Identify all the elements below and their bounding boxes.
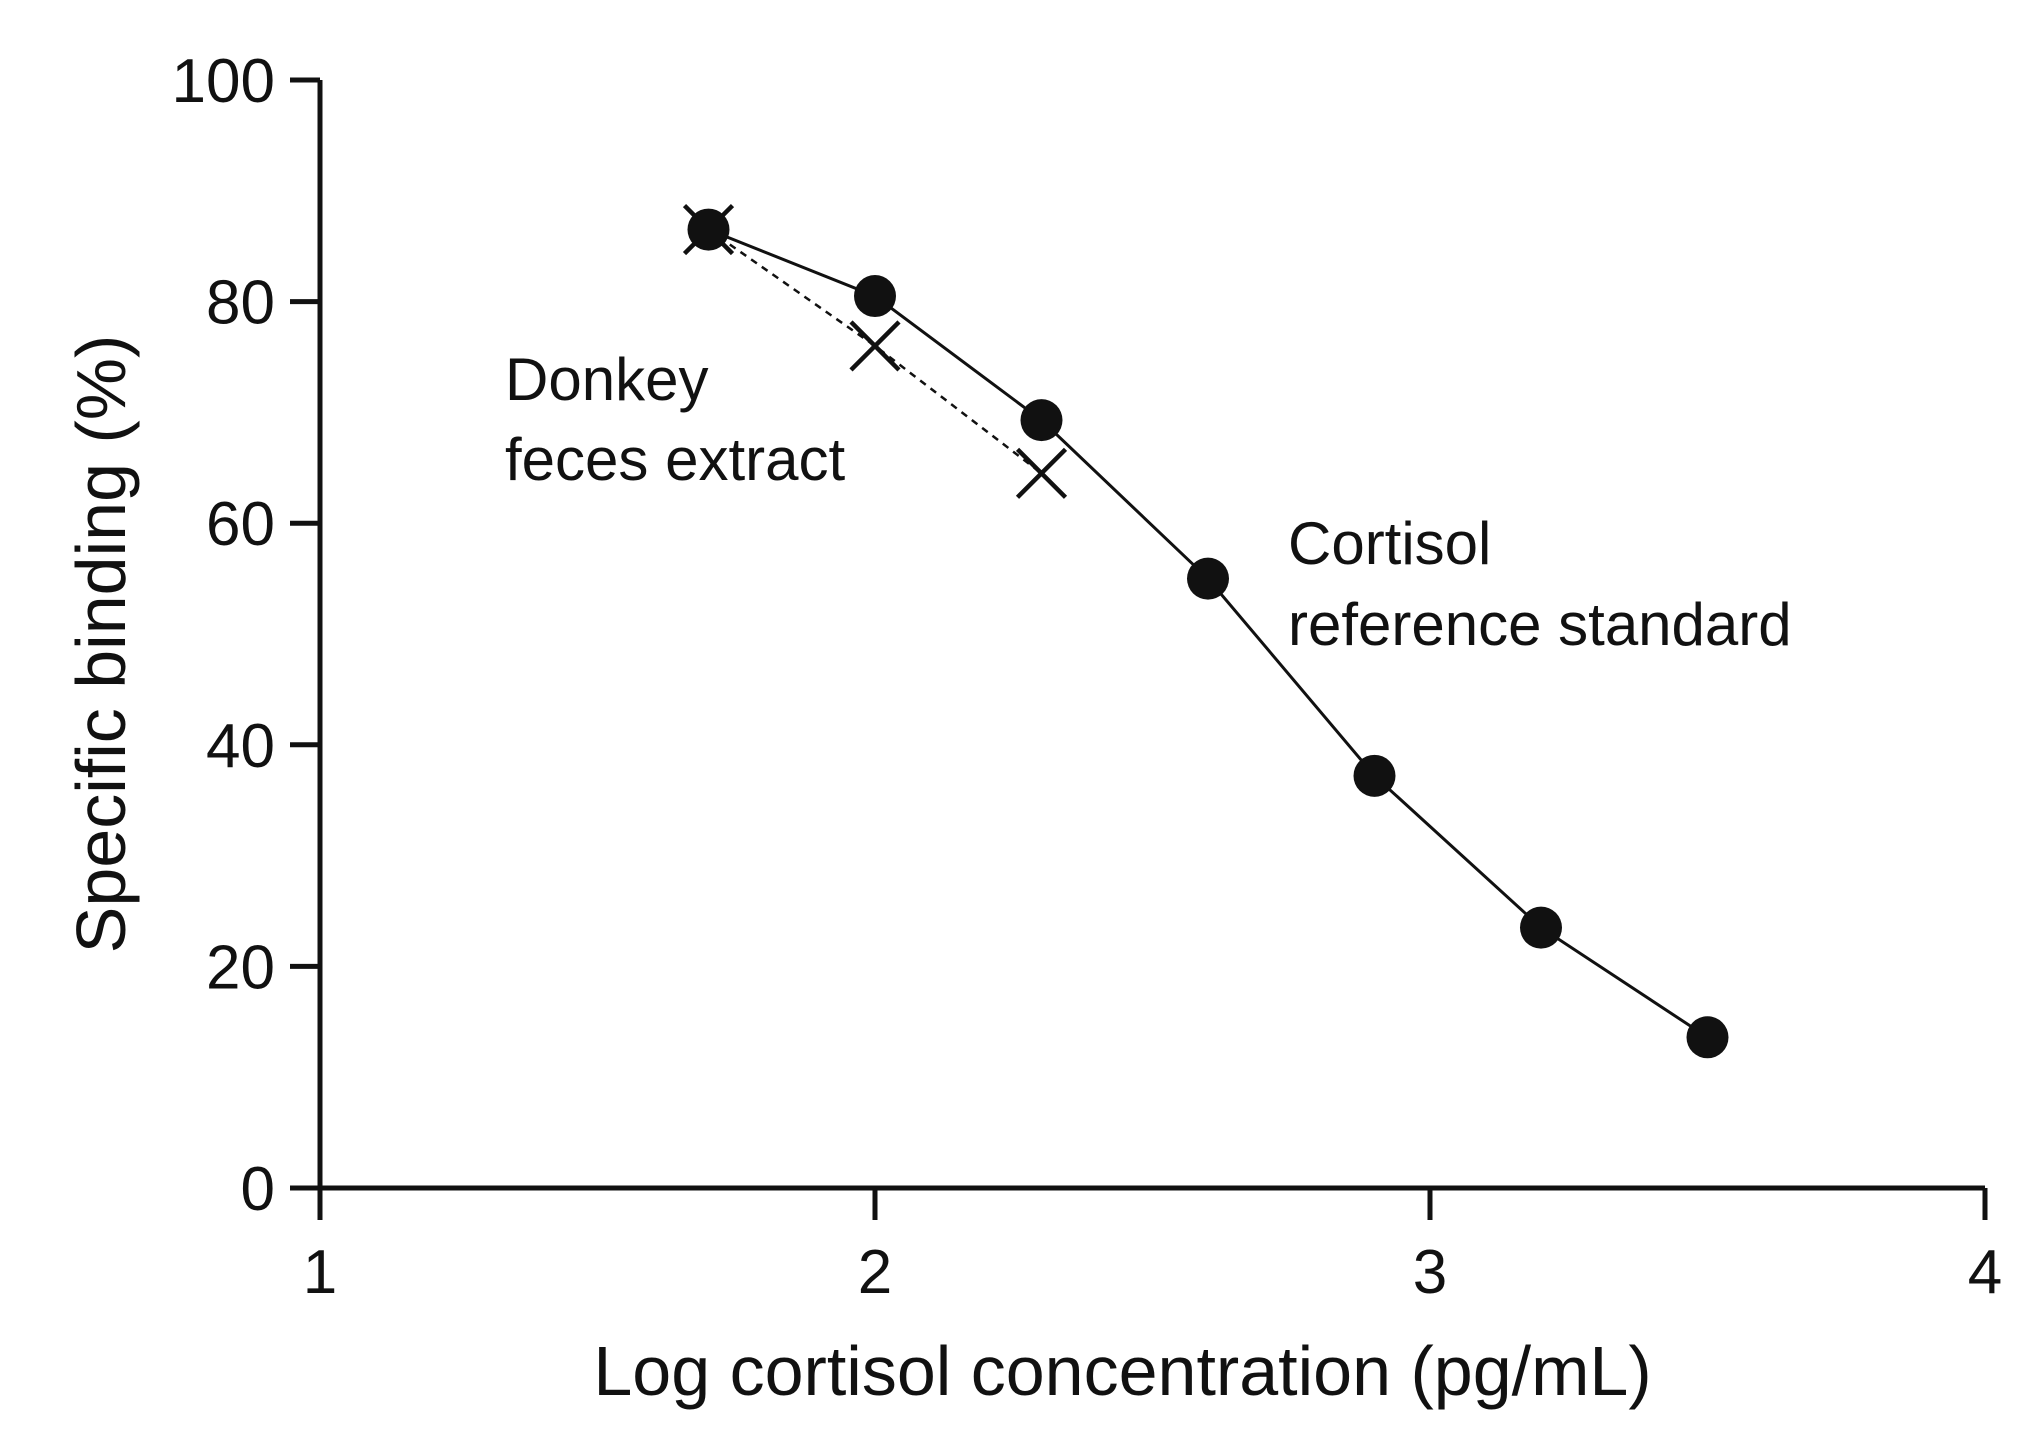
data-point: [1520, 906, 1562, 949]
y-tick-label-40: 40: [206, 712, 275, 781]
y-axis-title: Specific binding (%): [62, 335, 140, 954]
series-markers-donkey-feces-extract: [682, 203, 1068, 499]
annotations: Donkey feces extract Cortisol reference …: [505, 346, 1792, 658]
data-point: [1015, 447, 1068, 499]
data-point: [1187, 557, 1229, 600]
series-markers-cortisol-reference-standard: [687, 208, 1729, 1059]
y-tick-label-100: 100: [172, 47, 275, 116]
data-point: [854, 275, 896, 318]
data-point: [687, 208, 730, 251]
x-tick-label-3: 3: [1413, 1238, 1447, 1307]
x-tick-label-2: 2: [858, 1238, 892, 1307]
y-ticks: 0 20 40 60 80 100: [172, 47, 320, 1224]
y-tick-label-60: 60: [206, 490, 275, 559]
x-tick-label-4: 4: [1968, 1238, 2002, 1307]
y-tick-label-80: 80: [206, 269, 275, 338]
annotation-cortisol-line-2: reference standard: [1288, 591, 1792, 658]
x-tick-label-1: 1: [303, 1238, 337, 1307]
y-tick-label-20: 20: [206, 933, 275, 1002]
annotation-donkey-line-1: Donkey: [505, 346, 708, 413]
annotation-donkey-line-2: feces extract: [505, 426, 845, 493]
annotation-cortisol-line-1: Cortisol: [1288, 510, 1491, 577]
x-axis-title: Log cortisol concentration (pg/mL): [593, 1332, 1651, 1410]
annotation-cortisol-reference-standard: Cortisol reference standard: [1288, 510, 1792, 658]
series-layer: [682, 203, 1729, 1059]
axes: 0 20 40 60 80 100 1 2 3 4: [172, 47, 2003, 1307]
data-point: [1686, 1016, 1729, 1059]
data-point: [1020, 399, 1063, 442]
series-line-donkey-feces-extract: [707, 228, 1043, 475]
data-point: [849, 320, 901, 372]
y-tick-label-0: 0: [241, 1155, 275, 1224]
series-donkey-feces-extract: [707, 228, 1043, 475]
x-ticks: 1 2 3 4: [303, 1188, 2002, 1307]
annotation-donkey-feces-extract: Donkey feces extract: [505, 346, 845, 493]
data-point: [1353, 754, 1396, 797]
